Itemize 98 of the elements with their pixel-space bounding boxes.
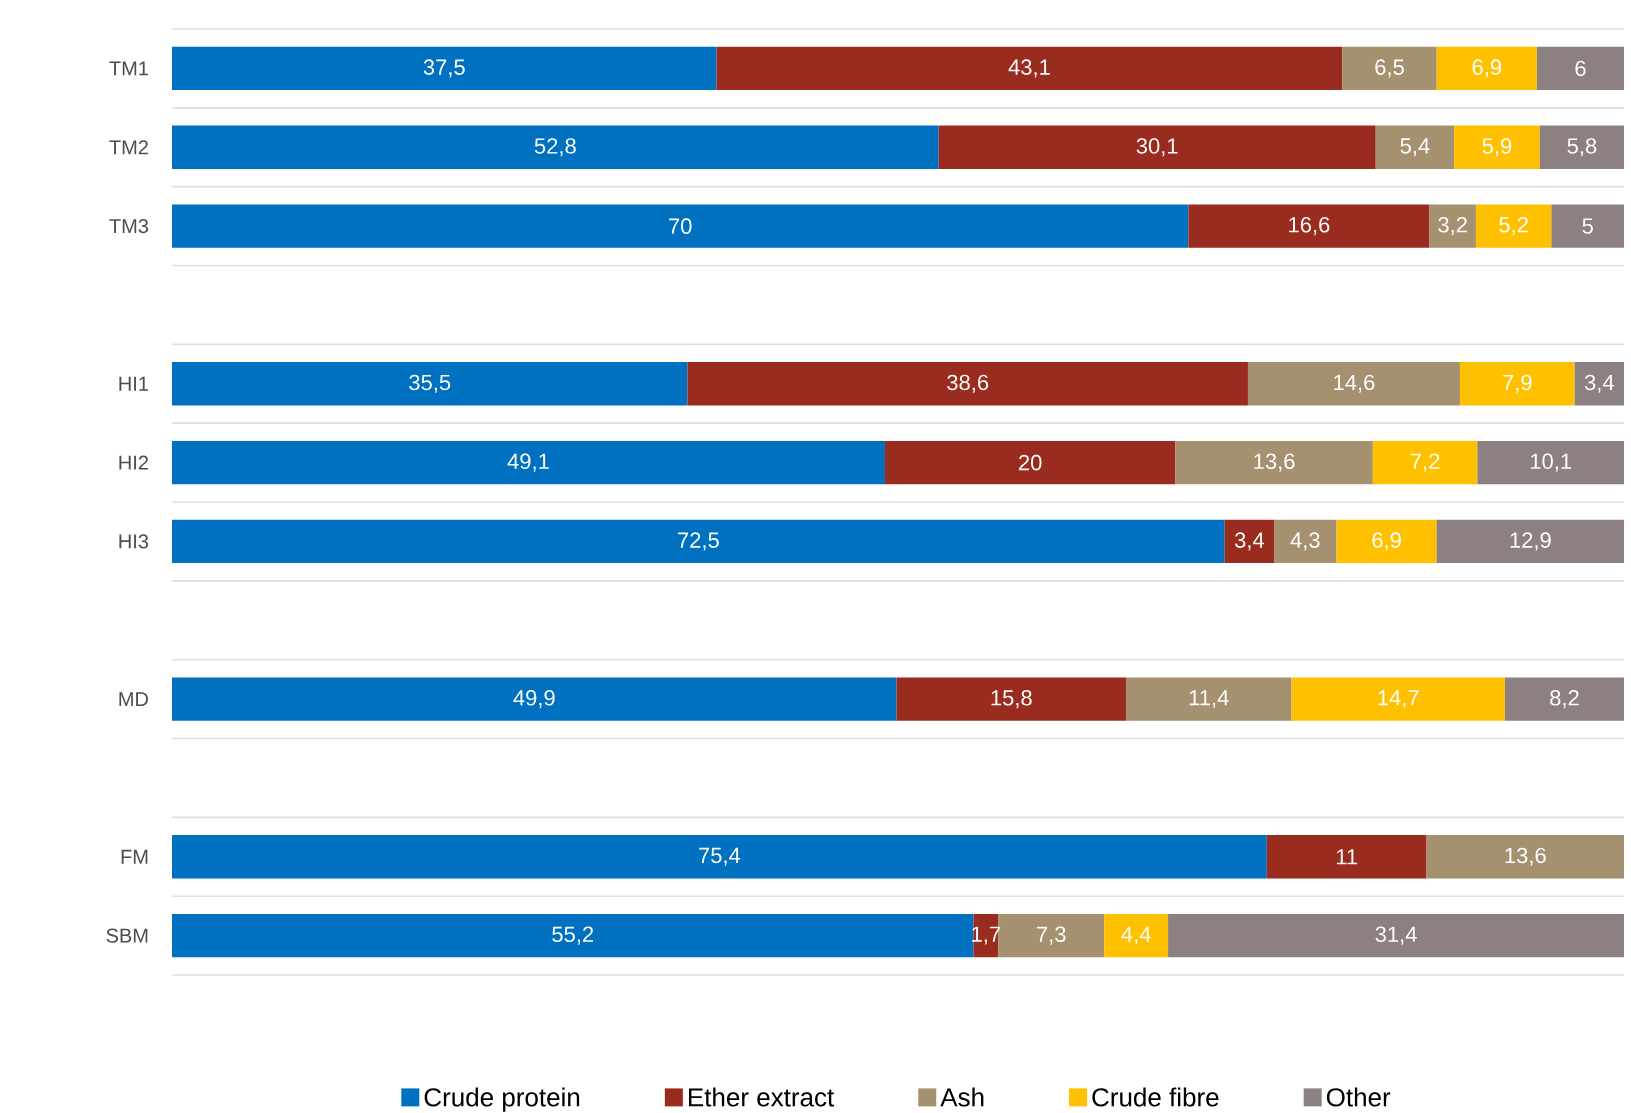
data-label: 72,5: [678, 532, 719, 551]
bar: [1436, 519, 1625, 564]
bar: [172, 204, 1189, 248]
bar: [1266, 835, 1427, 879]
data-label: 6,9: [1472, 59, 1502, 78]
y-tick-label: SBM: [106, 928, 148, 943]
bar: [998, 913, 1105, 958]
bar: [1188, 204, 1430, 248]
legend-label: Ash: [940, 1087, 984, 1107]
bar: [884, 440, 1176, 485]
bar: [1291, 677, 1505, 721]
data-label: 13,6: [1505, 847, 1546, 866]
data-label: 38,6: [947, 374, 989, 393]
y-tick-label: MD: [119, 692, 148, 706]
bar: [1104, 913, 1169, 958]
data-label: 52,8: [534, 138, 576, 157]
data-label: 49,1: [507, 453, 549, 472]
bar: [172, 835, 1267, 879]
bar: [1375, 125, 1455, 169]
bar: [1274, 519, 1337, 564]
data-label: 14,6: [1334, 374, 1375, 393]
bar: [1426, 835, 1625, 879]
bar: [1336, 519, 1437, 564]
bar: [1372, 440, 1478, 485]
bar: [1536, 46, 1625, 91]
bar: [172, 46, 717, 91]
data-label: 7,9: [1503, 374, 1532, 393]
data-label: 35,5: [409, 374, 451, 393]
bar: [1504, 677, 1625, 721]
bar: [1247, 362, 1460, 406]
data-label: 14,7: [1378, 690, 1419, 709]
data-label: 4,4: [1121, 926, 1151, 945]
data-label: 7,2: [1410, 453, 1440, 472]
data-label: 8,2: [1550, 690, 1579, 709]
data-label: 4,3: [1290, 532, 1320, 551]
data-label: 16,6: [1289, 217, 1330, 236]
data-label: 3,2: [1438, 217, 1467, 236]
legend-label: Crude protein: [424, 1087, 580, 1112]
data-label: 5,4: [1400, 138, 1430, 157]
data-label: 15,8: [991, 690, 1032, 709]
data-label: 30,1: [1136, 138, 1178, 157]
data-label: 3,4: [1234, 532, 1265, 551]
bar: [172, 913, 974, 958]
data-label: 11: [1336, 849, 1358, 865]
data-label: 70: [669, 218, 692, 234]
bar: [1175, 440, 1373, 485]
data-label: 37,5: [423, 59, 465, 78]
data-label: 5,9: [1482, 138, 1512, 157]
data-label: 6,9: [1372, 532, 1401, 551]
bar: [1551, 204, 1625, 248]
bar: [1454, 125, 1540, 169]
bar: [938, 125, 1376, 169]
bar: [1429, 204, 1476, 248]
data-label: 5: [1582, 218, 1593, 234]
legend-label: Other: [1326, 1087, 1391, 1107]
bar: [172, 677, 897, 721]
bar: [172, 362, 688, 406]
y-tick-label: TM2: [109, 140, 148, 155]
bar: [1574, 362, 1625, 406]
bar: [1539, 125, 1625, 169]
bar: [1477, 440, 1625, 485]
data-label: 10,1: [1530, 453, 1572, 472]
y-tick-label: HI1: [119, 376, 148, 391]
legend-label: Ether extract: [688, 1087, 835, 1107]
bar: [1459, 362, 1575, 406]
data-label: 55,2: [552, 926, 594, 945]
bar: [716, 46, 1343, 91]
y-tick-label: FM: [121, 849, 148, 864]
data-label: 75,4: [699, 847, 741, 866]
data-label: 5,8: [1567, 138, 1597, 157]
bar: [172, 125, 939, 169]
data-label: 7,3: [1037, 926, 1066, 945]
data-label: 3,4: [1584, 374, 1614, 393]
bar: [1168, 913, 1625, 958]
data-label: 11,4: [1189, 690, 1229, 709]
y-tick-label: TM3: [109, 219, 149, 234]
bar: [1342, 46, 1437, 91]
bar: [896, 677, 1126, 721]
data-label: 31,4: [1375, 926, 1417, 945]
bar: [172, 519, 1225, 564]
bar: [1224, 519, 1275, 564]
bar: [1436, 46, 1537, 91]
legend-label: Crude fibre: [1092, 1087, 1219, 1107]
y-tick-label: HI2: [119, 455, 148, 470]
bar: [1475, 204, 1552, 248]
bar: [1125, 677, 1292, 721]
data-label: 6,5: [1375, 59, 1404, 78]
data-label: 6: [1575, 60, 1586, 77]
y-tick-label: TM1: [109, 61, 148, 76]
data-label: 13,6: [1254, 453, 1295, 472]
y-tick-label: HI3: [119, 534, 149, 549]
data-label: 5,2: [1499, 217, 1528, 236]
bar: [687, 362, 1248, 406]
data-label: 49,9: [513, 690, 555, 709]
data-label: 20: [1019, 454, 1042, 471]
data-label: 43,1: [1008, 59, 1050, 78]
bar: [172, 440, 885, 485]
data-label: 12,9: [1510, 532, 1551, 551]
